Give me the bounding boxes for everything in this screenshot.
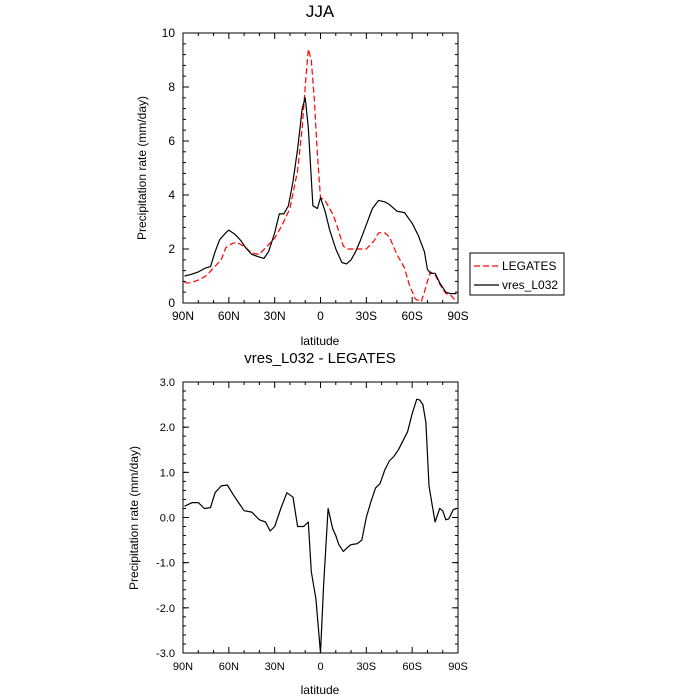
legend-label-vres: vres_L032	[502, 278, 558, 292]
y-tick-label: 2	[168, 242, 175, 256]
plot-frame	[182, 32, 459, 304]
y-tick-label: 3.0	[160, 377, 175, 389]
y-tick-label: 0.0	[160, 513, 175, 525]
series-line-legates	[184, 48, 457, 303]
y-tick-label: -1.0	[156, 558, 175, 570]
x-axis-label: latitude	[301, 683, 340, 697]
plot-frame	[182, 381, 459, 654]
y-axis-label: Precipitation rate (mm/day)	[127, 446, 141, 590]
legend-label-legates: LEGATES	[502, 259, 556, 273]
series-group	[184, 48, 457, 303]
difference-panel: vres_L032 - LEGATES 90N 60N 30N 0 30S 60S 90S -…	[127, 350, 468, 697]
series-line-vres-l032	[184, 97, 457, 295]
y-tick-label: 2.0	[160, 422, 175, 434]
axis-ticks: 90N 60N 30N 0 30S 60S 90S -3.0 -2.0 -1.0 0.0 1.0 2.0…	[156, 377, 468, 673]
x-tick-label: 30S	[356, 309, 377, 323]
legend-box	[469, 252, 565, 296]
y-tick-label: -3.0	[156, 648, 175, 660]
x-tick-label: 90S	[448, 661, 468, 673]
series-group	[184, 398, 457, 654]
x-tick-label: 30N	[264, 309, 286, 323]
x-axis-label: latitude	[301, 334, 340, 348]
x-tick-label: 60N	[218, 309, 240, 323]
y-tick-label: 10	[162, 26, 176, 40]
axis-ticks: 90N 60N 30N 0 30S 60S 90S 0 2 4 6 8 10	[162, 26, 469, 323]
x-tick-label: 30S	[357, 661, 377, 673]
x-tick-label: 60S	[401, 309, 422, 323]
y-tick-label: 4	[168, 188, 175, 202]
legend: LEGATES vres_L032	[469, 252, 565, 296]
y-tick-label: -2.0	[156, 603, 175, 615]
y-tick-label: 0	[168, 296, 175, 310]
y-tick-label: 1.0	[160, 467, 175, 479]
chart-title: JJA	[306, 2, 335, 21]
x-tick-label: 90S	[447, 309, 468, 323]
x-tick-label: 90N	[172, 309, 194, 323]
y-tick-label: 8	[168, 80, 175, 94]
y-axis-label: Precipitation rate (mm/day)	[135, 96, 149, 240]
x-tick-label: 60N	[219, 661, 239, 673]
series-line-vres-l032-legates	[184, 398, 457, 654]
y-tick-label: 6	[168, 134, 175, 148]
x-tick-label: 90N	[173, 661, 193, 673]
chart-title: vres_L032 - LEGATES	[244, 350, 395, 367]
x-tick-label: 0	[317, 661, 323, 673]
x-tick-label: 60S	[402, 661, 422, 673]
x-tick-label: 30N	[265, 661, 285, 673]
x-tick-label: 0	[317, 309, 324, 323]
